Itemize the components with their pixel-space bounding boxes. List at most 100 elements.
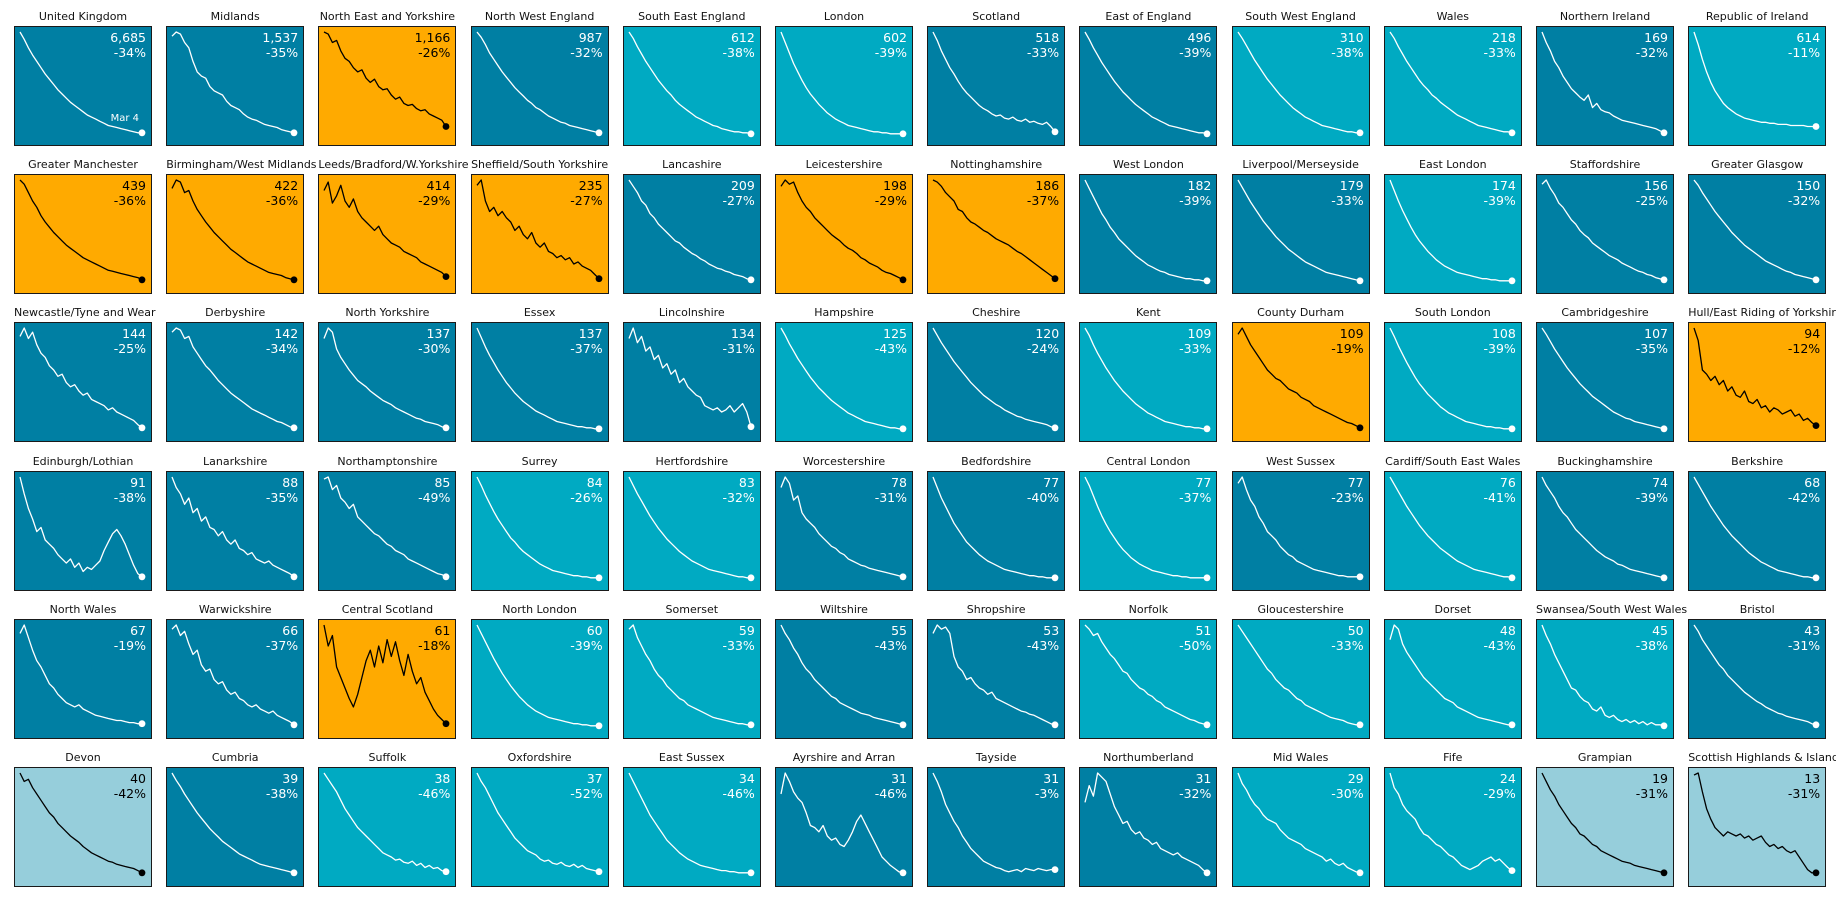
latest-point xyxy=(1660,722,1668,729)
latest-point xyxy=(138,424,146,432)
panel-sparkline xyxy=(628,624,755,728)
panel-change: -33% xyxy=(1179,341,1212,357)
panel-plot-area: 19 -31% xyxy=(1536,767,1674,887)
trend-line xyxy=(1541,328,1665,430)
panel-values: 137 -30% xyxy=(418,326,450,356)
latest-point xyxy=(1356,869,1363,877)
panel-values: 235 -27% xyxy=(570,178,602,208)
panel-sparkline xyxy=(1541,31,1668,137)
panel-plot-area: 439 -36% xyxy=(14,174,152,295)
panel-title: Central Scotland xyxy=(341,602,434,616)
panel-title: Hampshire xyxy=(814,306,874,320)
panel-values: 67 -19% xyxy=(114,623,146,653)
latest-point xyxy=(899,869,907,877)
latest-point xyxy=(290,129,298,137)
panel-plot-area: 91 -38% xyxy=(14,470,152,591)
chart-panel: County Durham 109 -19% xyxy=(1231,306,1370,443)
panel-change: -39% xyxy=(1179,193,1212,209)
panel-title: Cheshire xyxy=(972,306,1021,320)
panel-value: 29 xyxy=(1347,771,1364,786)
panel-values: 83 -32% xyxy=(723,475,755,505)
panel-sparkline xyxy=(1389,476,1516,581)
panel-plot-area: 13 -31% xyxy=(1688,767,1827,887)
panel-value: 45 xyxy=(1652,622,1668,638)
panel-values: 186 -37% xyxy=(1027,178,1059,208)
panel-values: 31 -46% xyxy=(875,771,907,801)
panel-sparkline xyxy=(1693,328,1820,430)
latest-point xyxy=(1812,276,1820,284)
panel-values: 218 -33% xyxy=(1484,30,1516,60)
trend-line xyxy=(323,772,447,873)
panel-change: -25% xyxy=(113,341,146,357)
latest-point xyxy=(1051,424,1059,432)
panel-change: -41% xyxy=(1483,489,1516,505)
panel-plot-area: 144 -25% xyxy=(14,322,152,443)
panel-value: 67 xyxy=(130,622,146,638)
panel-plot-area: 142 -34% xyxy=(166,322,305,443)
panel-values: 310 -38% xyxy=(1331,30,1363,60)
panel-value: 1,166 xyxy=(414,30,451,45)
chart-panel: Gloucestershire 50 -33% xyxy=(1231,603,1370,739)
panel-title: Central London xyxy=(1106,454,1191,468)
trend-line xyxy=(171,327,295,429)
panel-value: 414 xyxy=(426,178,451,194)
panel-change: -32% xyxy=(1787,193,1821,209)
panel-sparkline xyxy=(1237,179,1363,285)
panel-sparkline xyxy=(171,327,298,432)
panel-value: 120 xyxy=(1035,326,1060,342)
latest-point xyxy=(1508,425,1516,433)
panel-change: -26% xyxy=(570,489,603,505)
trend-line xyxy=(324,475,447,577)
latest-point xyxy=(1660,573,1668,581)
panel-change: -46% xyxy=(722,786,755,801)
latest-point xyxy=(290,424,298,432)
panel-value: 125 xyxy=(883,326,907,342)
panel-change: -37% xyxy=(265,637,299,653)
panel-plot-area: 34 -46% xyxy=(622,767,761,887)
panel-value: 50 xyxy=(1347,622,1364,638)
panel-sparkline xyxy=(171,476,298,580)
panel-plot-area: 37 -52% xyxy=(470,767,609,887)
panel-value: 83 xyxy=(738,474,755,490)
panel-values: 38 -46% xyxy=(418,771,450,801)
panel-value: 76 xyxy=(1499,474,1516,490)
panel-sparkline xyxy=(324,475,450,580)
panel-value: 496 xyxy=(1187,30,1212,45)
panel-sparkline xyxy=(932,179,1059,283)
panel-change: -31% xyxy=(1635,786,1668,801)
panel-value: 422 xyxy=(274,178,299,194)
panel-change: -46% xyxy=(418,786,451,801)
trend-line xyxy=(476,624,599,727)
panel-plot-area: 74 -39% xyxy=(1536,470,1674,591)
panel-values: 68 -42% xyxy=(1788,475,1820,505)
panel-value: 38 xyxy=(434,771,451,786)
panel-values: 6,685 -34% xyxy=(110,30,146,60)
latest-point xyxy=(1812,123,1820,130)
panel-plot-area: 169 -32% xyxy=(1536,26,1674,146)
trend-line xyxy=(171,772,295,874)
trend-line xyxy=(932,179,1056,280)
panel-value: 19 xyxy=(1652,771,1668,786)
panel-change: -33% xyxy=(1331,637,1364,653)
latest-point xyxy=(442,424,450,432)
panel-value: 186 xyxy=(1035,178,1060,194)
latest-point xyxy=(899,130,907,138)
panel-change: -38% xyxy=(1635,637,1668,653)
panel-title: Mid Wales xyxy=(1272,751,1329,764)
panel-change: -31% xyxy=(1787,637,1821,653)
panel-values: 108 -39% xyxy=(1484,326,1516,356)
trend-line xyxy=(1084,179,1208,282)
panel-value: 74 xyxy=(1652,474,1668,490)
panel-value: 24 xyxy=(1499,771,1516,786)
panel-plot-area: 614 -11% xyxy=(1688,26,1827,146)
latest-point xyxy=(1203,130,1211,138)
chart-panel: Ayrshire and Arran 31 -46% xyxy=(775,751,913,887)
latest-point xyxy=(290,869,298,877)
panel-values: 614 -11% xyxy=(1788,30,1820,60)
panel-title: Hertfordshire xyxy=(655,454,729,468)
panel-plot-area: 85 -49% xyxy=(318,470,457,591)
panel-title: Surrey xyxy=(521,454,558,468)
latest-point xyxy=(1356,721,1363,728)
panel-change: -38% xyxy=(113,489,146,505)
